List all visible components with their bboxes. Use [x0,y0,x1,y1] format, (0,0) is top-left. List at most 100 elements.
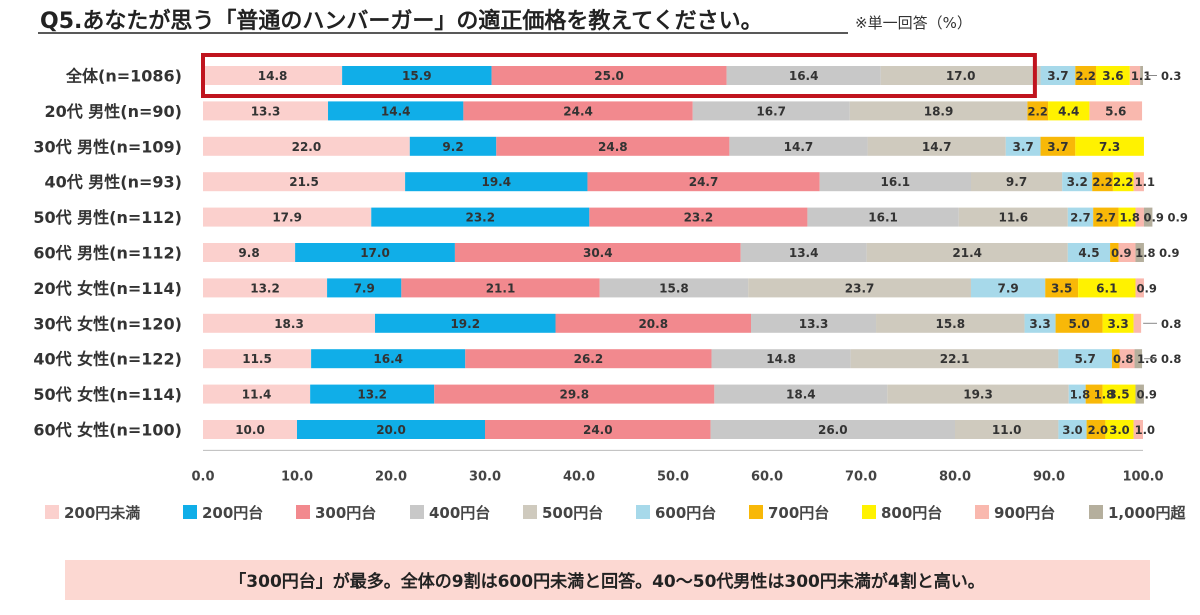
bar-segment [1078,278,1136,298]
data-label: 29.8 [559,388,589,402]
bar-segment [1067,207,1094,227]
legend-swatch [183,505,197,519]
data-label: 14.8 [766,352,796,366]
x-tick-label: 90.0 [1033,469,1065,484]
data-label: 14.7 [922,140,952,154]
data-label: 2.0 [1088,423,1108,437]
data-label: 5.6 [1105,104,1126,118]
bar-segment [1111,349,1120,369]
data-label: 5.0 [1068,317,1089,331]
data-label: 13.3 [799,317,829,331]
bar-segment [1089,101,1143,121]
x-tick-label: 80.0 [939,469,971,484]
x-tick-label: 70.0 [845,469,877,484]
data-label: 18.3 [274,317,304,331]
bar-segment [203,420,297,439]
bar-segment [401,278,600,298]
bar-segment [203,172,406,192]
bar-segment [740,243,867,262]
data-label: 3.7 [1047,140,1068,154]
bar-segment [587,172,820,192]
bar-segment [1118,243,1136,262]
data-label: 3.3 [1029,317,1050,331]
bar-segment [1105,420,1134,439]
bar-segment [1058,420,1087,439]
data-label: 24.4 [563,104,593,118]
bar-segment [850,349,1059,369]
bar-segment [867,136,1006,156]
bar-segment [405,172,588,192]
legend-swatch [523,505,537,519]
chart-note: ※単一回答（%） [855,14,972,32]
data-label: 3.5 [1051,281,1072,295]
bar-segment [692,101,850,121]
legend-swatch [1089,505,1103,519]
data-label: 3.3 [1107,317,1128,331]
bar-segment [711,349,851,369]
legend-swatch [45,505,59,519]
data-label: 19.2 [450,317,480,331]
data-label: 13.4 [789,246,819,260]
legend-swatch [749,505,763,519]
bar-segment [297,420,485,439]
bar-segment [491,66,727,85]
data-label: 3.7 [1013,140,1034,154]
category-label: 20代 女性(n=114) [33,279,182,298]
bar-segment [1102,384,1136,404]
data-label: 2.7 [1070,211,1090,225]
bar-segment [1062,172,1093,192]
bar-segment [1005,136,1041,156]
data-label: 9.7 [1006,175,1027,189]
bar-segment [1143,207,1153,227]
bar-segment [1093,207,1119,227]
bar-segment [589,207,808,227]
data-label: 0.9 [1111,246,1131,260]
data-label: 7.9 [354,281,375,295]
data-label: 20.0 [376,423,406,437]
data-label: 2.2 [1075,69,1095,83]
data-label: 18.4 [786,388,816,402]
bar-segment [371,207,590,227]
data-label: 0.9 [1168,211,1188,225]
data-label: 7.3 [1099,140,1120,154]
bar-segment [1045,278,1079,298]
data-label: 19.4 [481,175,511,189]
bar-segment [880,66,1041,85]
legend-label: 500円台 [542,504,603,522]
data-label: 1.1 [1131,69,1151,83]
legend-label: 800円台 [881,504,942,522]
bar-segment [726,66,881,85]
bar-segment [434,384,715,404]
x-tick-label: 40.0 [563,469,595,484]
data-label: 11.5 [242,352,272,366]
bar-segment [203,384,311,404]
bar-segment [1085,384,1103,404]
legend-label: 200円台 [202,504,263,522]
data-label: 2.2 [1028,104,1048,118]
data-label: 17.0 [946,69,976,83]
bar-segment [958,207,1068,227]
data-label: 17.0 [360,246,390,260]
bar-segment [1055,313,1103,333]
bar-segment [1129,66,1141,85]
data-label: 22.0 [292,140,322,154]
data-label: 18.9 [924,104,954,118]
legend-label: 400円台 [429,504,490,522]
bar-segment [1027,101,1049,121]
bar-segment [203,243,296,262]
bar-segment [203,207,372,227]
bar-segment [203,101,329,121]
data-label: 24.8 [598,140,628,154]
bar-segment [203,349,312,369]
bar-area: 全体(n=1086) 14.8 15.9 25.0 16.4 17.0 3.7 2.2 3.6 1… [33,53,1188,440]
bar-segment [714,384,888,404]
bar-segment [1048,101,1090,121]
bar-segment [1135,207,1144,227]
data-label: 14.7 [784,140,814,154]
bar-segment [876,313,1025,333]
bar-segment [327,278,402,298]
bar-segment [1086,420,1106,439]
bar-segment [1135,384,1144,404]
data-label: 0.8 [1113,352,1133,366]
